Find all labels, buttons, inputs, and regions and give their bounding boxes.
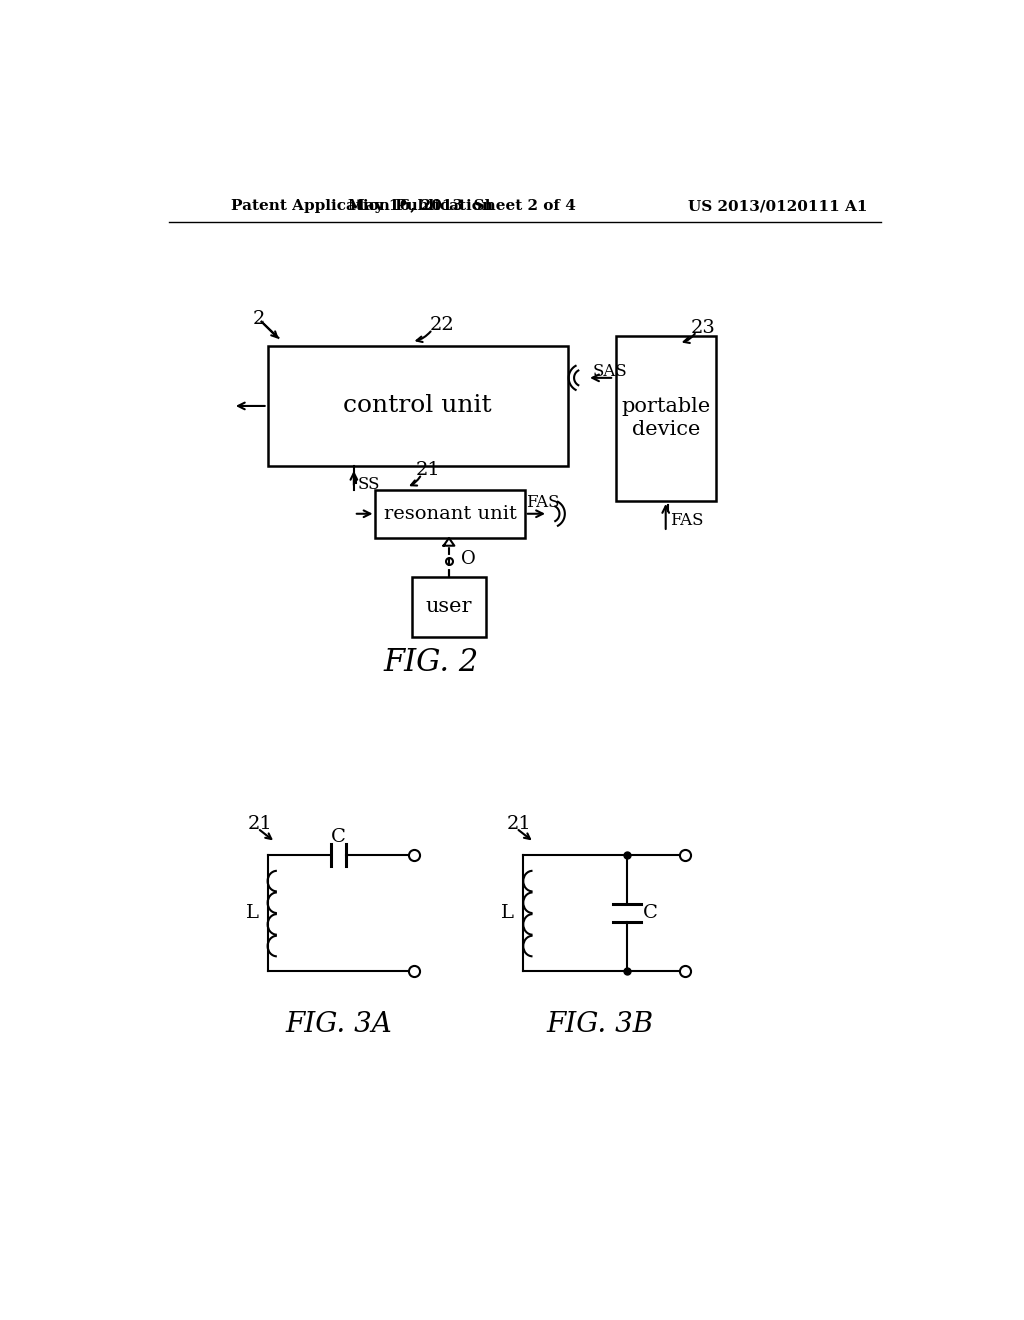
Text: SS: SS <box>357 475 380 492</box>
Text: C: C <box>331 828 346 846</box>
Text: 2: 2 <box>252 310 264 327</box>
Text: O: O <box>461 550 475 568</box>
Text: US 2013/0120111 A1: US 2013/0120111 A1 <box>687 199 867 213</box>
Text: 21: 21 <box>248 816 272 833</box>
Text: portable: portable <box>622 397 711 416</box>
Text: 21: 21 <box>506 816 531 833</box>
Bar <box>615 335 716 502</box>
Text: FAS: FAS <box>526 495 560 511</box>
Text: FIG. 3B: FIG. 3B <box>547 1011 653 1038</box>
Text: Patent Application Publication: Patent Application Publication <box>230 199 493 213</box>
Text: SAS: SAS <box>593 363 628 380</box>
Text: May 16, 2013  Sheet 2 of 4: May 16, 2013 Sheet 2 of 4 <box>348 199 575 213</box>
Text: control unit: control unit <box>343 395 493 417</box>
Text: user: user <box>426 598 472 616</box>
Text: FAS: FAS <box>670 512 703 529</box>
Text: L: L <box>502 904 514 921</box>
Text: 23: 23 <box>691 319 716 337</box>
Text: FIG. 3A: FIG. 3A <box>285 1011 392 1038</box>
Text: resonant unit: resonant unit <box>384 504 516 523</box>
Bar <box>412 577 486 638</box>
Text: C: C <box>643 904 657 921</box>
Bar <box>267 346 568 466</box>
Bar <box>376 490 524 539</box>
Text: 21: 21 <box>416 461 440 479</box>
Text: FIG. 2: FIG. 2 <box>383 647 478 678</box>
Text: L: L <box>246 904 259 921</box>
Text: 22: 22 <box>429 317 454 334</box>
Text: device: device <box>632 420 699 440</box>
